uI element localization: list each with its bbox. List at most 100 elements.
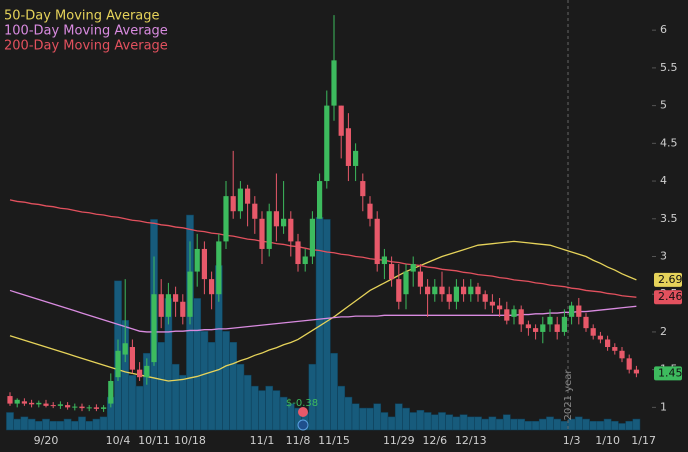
- volume-bar: [49, 420, 58, 431]
- candle-body: [129, 347, 135, 370]
- volume-bar: [70, 420, 79, 431]
- earnings-icon[interactable]: [298, 407, 308, 417]
- moving-average-line: [9, 289, 637, 333]
- candle-body: [57, 404, 63, 406]
- candle-body: [353, 150, 359, 166]
- candle-body: [468, 286, 474, 295]
- volume-bar: [452, 416, 461, 431]
- candle-body: [165, 294, 171, 317]
- volume-bar: [481, 418, 490, 431]
- candle-body: [511, 309, 517, 317]
- candle-body: [439, 286, 445, 295]
- legend-entry: 200-Day Moving Average: [4, 39, 168, 54]
- volume-bar: [366, 407, 374, 431]
- volume-bar: [416, 410, 425, 431]
- candle-body: [475, 286, 481, 295]
- volume-bar: [394, 403, 403, 431]
- candle-body: [396, 279, 402, 302]
- candle-body: [50, 405, 56, 407]
- candle-body: [410, 264, 416, 272]
- volume-bar: [85, 420, 94, 431]
- volume-bar: [34, 420, 43, 431]
- volume-bar: [42, 418, 50, 431]
- x-tick-label: 9/20: [34, 434, 59, 447]
- candle-body: [295, 241, 301, 265]
- volume-bar: [632, 418, 641, 431]
- volume-bar: [402, 407, 410, 431]
- candle-body: [209, 279, 215, 295]
- y-tick-label: 5.5: [660, 61, 678, 74]
- y-tick-label: 6: [660, 23, 667, 36]
- candle-body: [576, 305, 582, 317]
- volume-bar: [92, 418, 101, 431]
- volume-bar: [560, 420, 569, 431]
- candle-body: [446, 294, 452, 302]
- candle-body: [108, 380, 114, 404]
- candle-body: [569, 305, 575, 317]
- candle-body: [281, 218, 287, 227]
- candle-body: [317, 181, 323, 219]
- volume-bar: [603, 418, 612, 431]
- earnings-label: $-0.38: [286, 398, 318, 409]
- volume-bar: [510, 418, 518, 431]
- volume-bar: [409, 412, 418, 431]
- candle-body: [338, 105, 344, 136]
- volume-bar: [488, 416, 497, 431]
- legend-entry: 50-Day Moving Average: [4, 9, 160, 24]
- candle-body: [583, 316, 589, 329]
- year-label: 2021 year: [563, 369, 574, 421]
- volume-bar: [99, 416, 108, 431]
- candle-body: [417, 271, 423, 287]
- volume-bar: [6, 412, 14, 431]
- candle-body: [626, 358, 632, 370]
- y-tick-label: 1: [660, 400, 667, 413]
- volume-bar: [171, 363, 180, 431]
- volume-bar: [596, 420, 605, 431]
- candle-body: [360, 181, 366, 197]
- volume-bar: [618, 423, 626, 431]
- volume-bar: [236, 363, 245, 431]
- x-tick-label: 11/15: [318, 434, 350, 447]
- candle-body: [453, 286, 459, 302]
- candle-body: [497, 305, 503, 310]
- volume-bar: [200, 331, 209, 431]
- candle-body: [324, 105, 330, 182]
- dividend-icon[interactable]: [297, 419, 309, 431]
- candle-body: [252, 203, 258, 219]
- candle-body: [309, 218, 315, 257]
- price-badge-label: 1.45: [658, 366, 683, 379]
- volume-bar: [229, 341, 238, 431]
- candle-body: [345, 128, 351, 166]
- volume-bar: [344, 396, 353, 431]
- volume-bar: [538, 418, 547, 431]
- x-tick-label: 12/6: [422, 434, 447, 447]
- x-tick-label: 1/10: [595, 434, 620, 447]
- candle-body: [216, 241, 222, 295]
- candle-body: [115, 350, 121, 378]
- candle-body: [259, 218, 265, 249]
- volume-bar: [589, 420, 598, 431]
- x-tick-label: 10/4: [106, 434, 131, 447]
- volume-bar: [546, 416, 554, 431]
- price-badge-label: 2.69: [658, 273, 683, 286]
- candle-body: [43, 403, 49, 406]
- candle-body: [79, 406, 85, 409]
- candle-body: [237, 188, 243, 212]
- candle-body: [137, 369, 143, 378]
- candle-body: [173, 294, 179, 302]
- volume-bar: [27, 418, 36, 431]
- volume-bar: [78, 416, 86, 431]
- candle-body: [101, 407, 107, 409]
- candle-body: [201, 248, 207, 280]
- price-badge-label: 2.46: [658, 290, 683, 303]
- candle-body: [273, 211, 279, 227]
- volume-bar: [193, 298, 202, 431]
- volume-bar: [524, 420, 533, 431]
- candle-body: [288, 218, 294, 242]
- price-badge: [654, 366, 682, 381]
- volume-bar: [553, 418, 562, 431]
- candle-body: [374, 218, 380, 265]
- candle-body: [525, 324, 531, 329]
- volume-bar: [610, 420, 619, 431]
